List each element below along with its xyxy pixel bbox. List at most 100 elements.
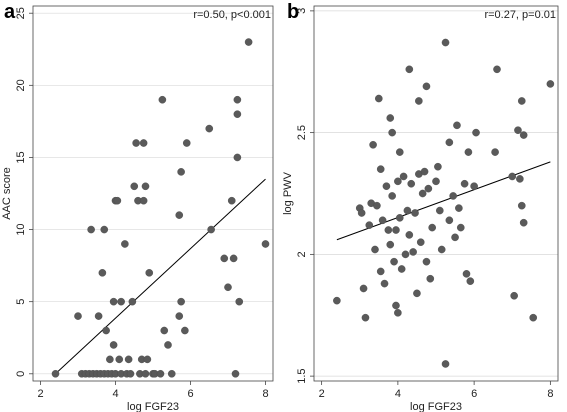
data-point bbox=[365, 221, 374, 229]
data-point bbox=[376, 165, 385, 173]
data-point bbox=[409, 248, 417, 256]
data-point bbox=[432, 177, 440, 186]
data-point bbox=[491, 148, 499, 156]
y-tick-label: 2 bbox=[296, 251, 308, 257]
data-point bbox=[74, 312, 82, 320]
points bbox=[333, 38, 555, 368]
data-point bbox=[106, 355, 114, 364]
data-point bbox=[508, 172, 517, 181]
points bbox=[51, 38, 270, 378]
x-tick-label: 2 bbox=[37, 388, 43, 400]
y-tick-label: 0 bbox=[15, 371, 27, 377]
data-point bbox=[177, 168, 185, 176]
data-point bbox=[160, 326, 169, 335]
regression-line bbox=[55, 178, 266, 375]
data-point bbox=[397, 265, 406, 273]
data-point bbox=[407, 179, 416, 188]
data-point bbox=[382, 182, 391, 190]
data-point bbox=[224, 283, 232, 292]
data-point bbox=[220, 254, 229, 263]
data-point bbox=[333, 296, 341, 305]
data-point bbox=[126, 369, 135, 378]
data-point bbox=[207, 225, 215, 234]
data-point bbox=[453, 121, 461, 130]
data-point bbox=[132, 139, 140, 147]
data-point bbox=[466, 277, 475, 285]
data-point bbox=[121, 240, 129, 248]
data-point bbox=[445, 138, 454, 147]
data-point bbox=[233, 153, 242, 162]
data-point bbox=[100, 225, 109, 234]
data-point bbox=[141, 182, 150, 191]
data-point bbox=[517, 97, 526, 105]
data-point bbox=[231, 369, 240, 378]
data-point bbox=[244, 38, 253, 46]
y-tick-label: 3 bbox=[296, 8, 308, 14]
x-axis-label: log FGF23 bbox=[127, 401, 179, 412]
data-point bbox=[405, 65, 414, 74]
data-point bbox=[546, 80, 555, 88]
panel-a: a 0 5 10 15 20 25 2 4 6 8 r=0.50, p<0.001 log FG… bbox=[1, 1, 274, 412]
data-point bbox=[139, 196, 148, 205]
data-point bbox=[102, 326, 110, 335]
x-tick-label: 8 bbox=[547, 388, 553, 400]
data-point bbox=[422, 82, 431, 91]
data-point bbox=[413, 289, 421, 298]
data-point bbox=[395, 148, 404, 156]
data-point bbox=[390, 257, 398, 266]
data-point bbox=[428, 223, 436, 232]
data-point bbox=[519, 131, 528, 139]
data-point bbox=[529, 313, 538, 322]
data-point bbox=[388, 128, 396, 137]
data-point bbox=[510, 291, 518, 300]
data-point bbox=[261, 240, 270, 248]
data-point bbox=[156, 369, 165, 378]
data-point bbox=[516, 175, 524, 183]
data-point bbox=[128, 297, 137, 306]
data-point bbox=[418, 189, 427, 198]
data-point bbox=[115, 355, 124, 364]
data-point bbox=[145, 269, 154, 277]
data-point bbox=[405, 231, 414, 239]
data-point bbox=[113, 196, 122, 205]
data-point bbox=[109, 297, 118, 306]
data-point bbox=[109, 341, 118, 349]
data-point bbox=[117, 297, 125, 306]
data-point bbox=[514, 126, 522, 134]
data-point bbox=[94, 312, 103, 320]
data-point bbox=[164, 341, 172, 349]
data-point bbox=[357, 209, 366, 217]
data-point bbox=[143, 355, 152, 364]
data-point bbox=[359, 284, 368, 293]
data-point bbox=[167, 369, 176, 378]
x-tick-label: 6 bbox=[471, 388, 477, 400]
data-point bbox=[380, 279, 389, 288]
data-point bbox=[233, 110, 242, 118]
data-point bbox=[449, 192, 457, 200]
data-point bbox=[205, 124, 214, 133]
data-point bbox=[369, 140, 377, 149]
data-point bbox=[470, 182, 478, 190]
data-point bbox=[386, 114, 395, 122]
y-axis-label: log PWV bbox=[282, 171, 294, 214]
data-point bbox=[455, 204, 463, 212]
data-point bbox=[233, 95, 242, 104]
data-point bbox=[141, 369, 150, 378]
data-point bbox=[394, 177, 402, 186]
x-axis: 2 4 6 8 bbox=[319, 381, 553, 400]
data-point bbox=[472, 128, 480, 137]
x-tick-label: 2 bbox=[319, 388, 325, 400]
data-point bbox=[177, 297, 185, 306]
x-tick-label: 8 bbox=[262, 388, 268, 400]
data-point bbox=[456, 223, 465, 232]
data-point bbox=[386, 240, 395, 249]
data-point bbox=[139, 139, 148, 147]
data-point bbox=[464, 148, 473, 156]
x-tick-label: 4 bbox=[112, 388, 118, 400]
data-point bbox=[371, 245, 379, 254]
data-point bbox=[392, 301, 400, 310]
data-point bbox=[411, 209, 419, 217]
data-point bbox=[403, 206, 412, 215]
data-point bbox=[395, 214, 404, 222]
y-axis: 1.5 2 2.5 3 bbox=[296, 8, 314, 384]
